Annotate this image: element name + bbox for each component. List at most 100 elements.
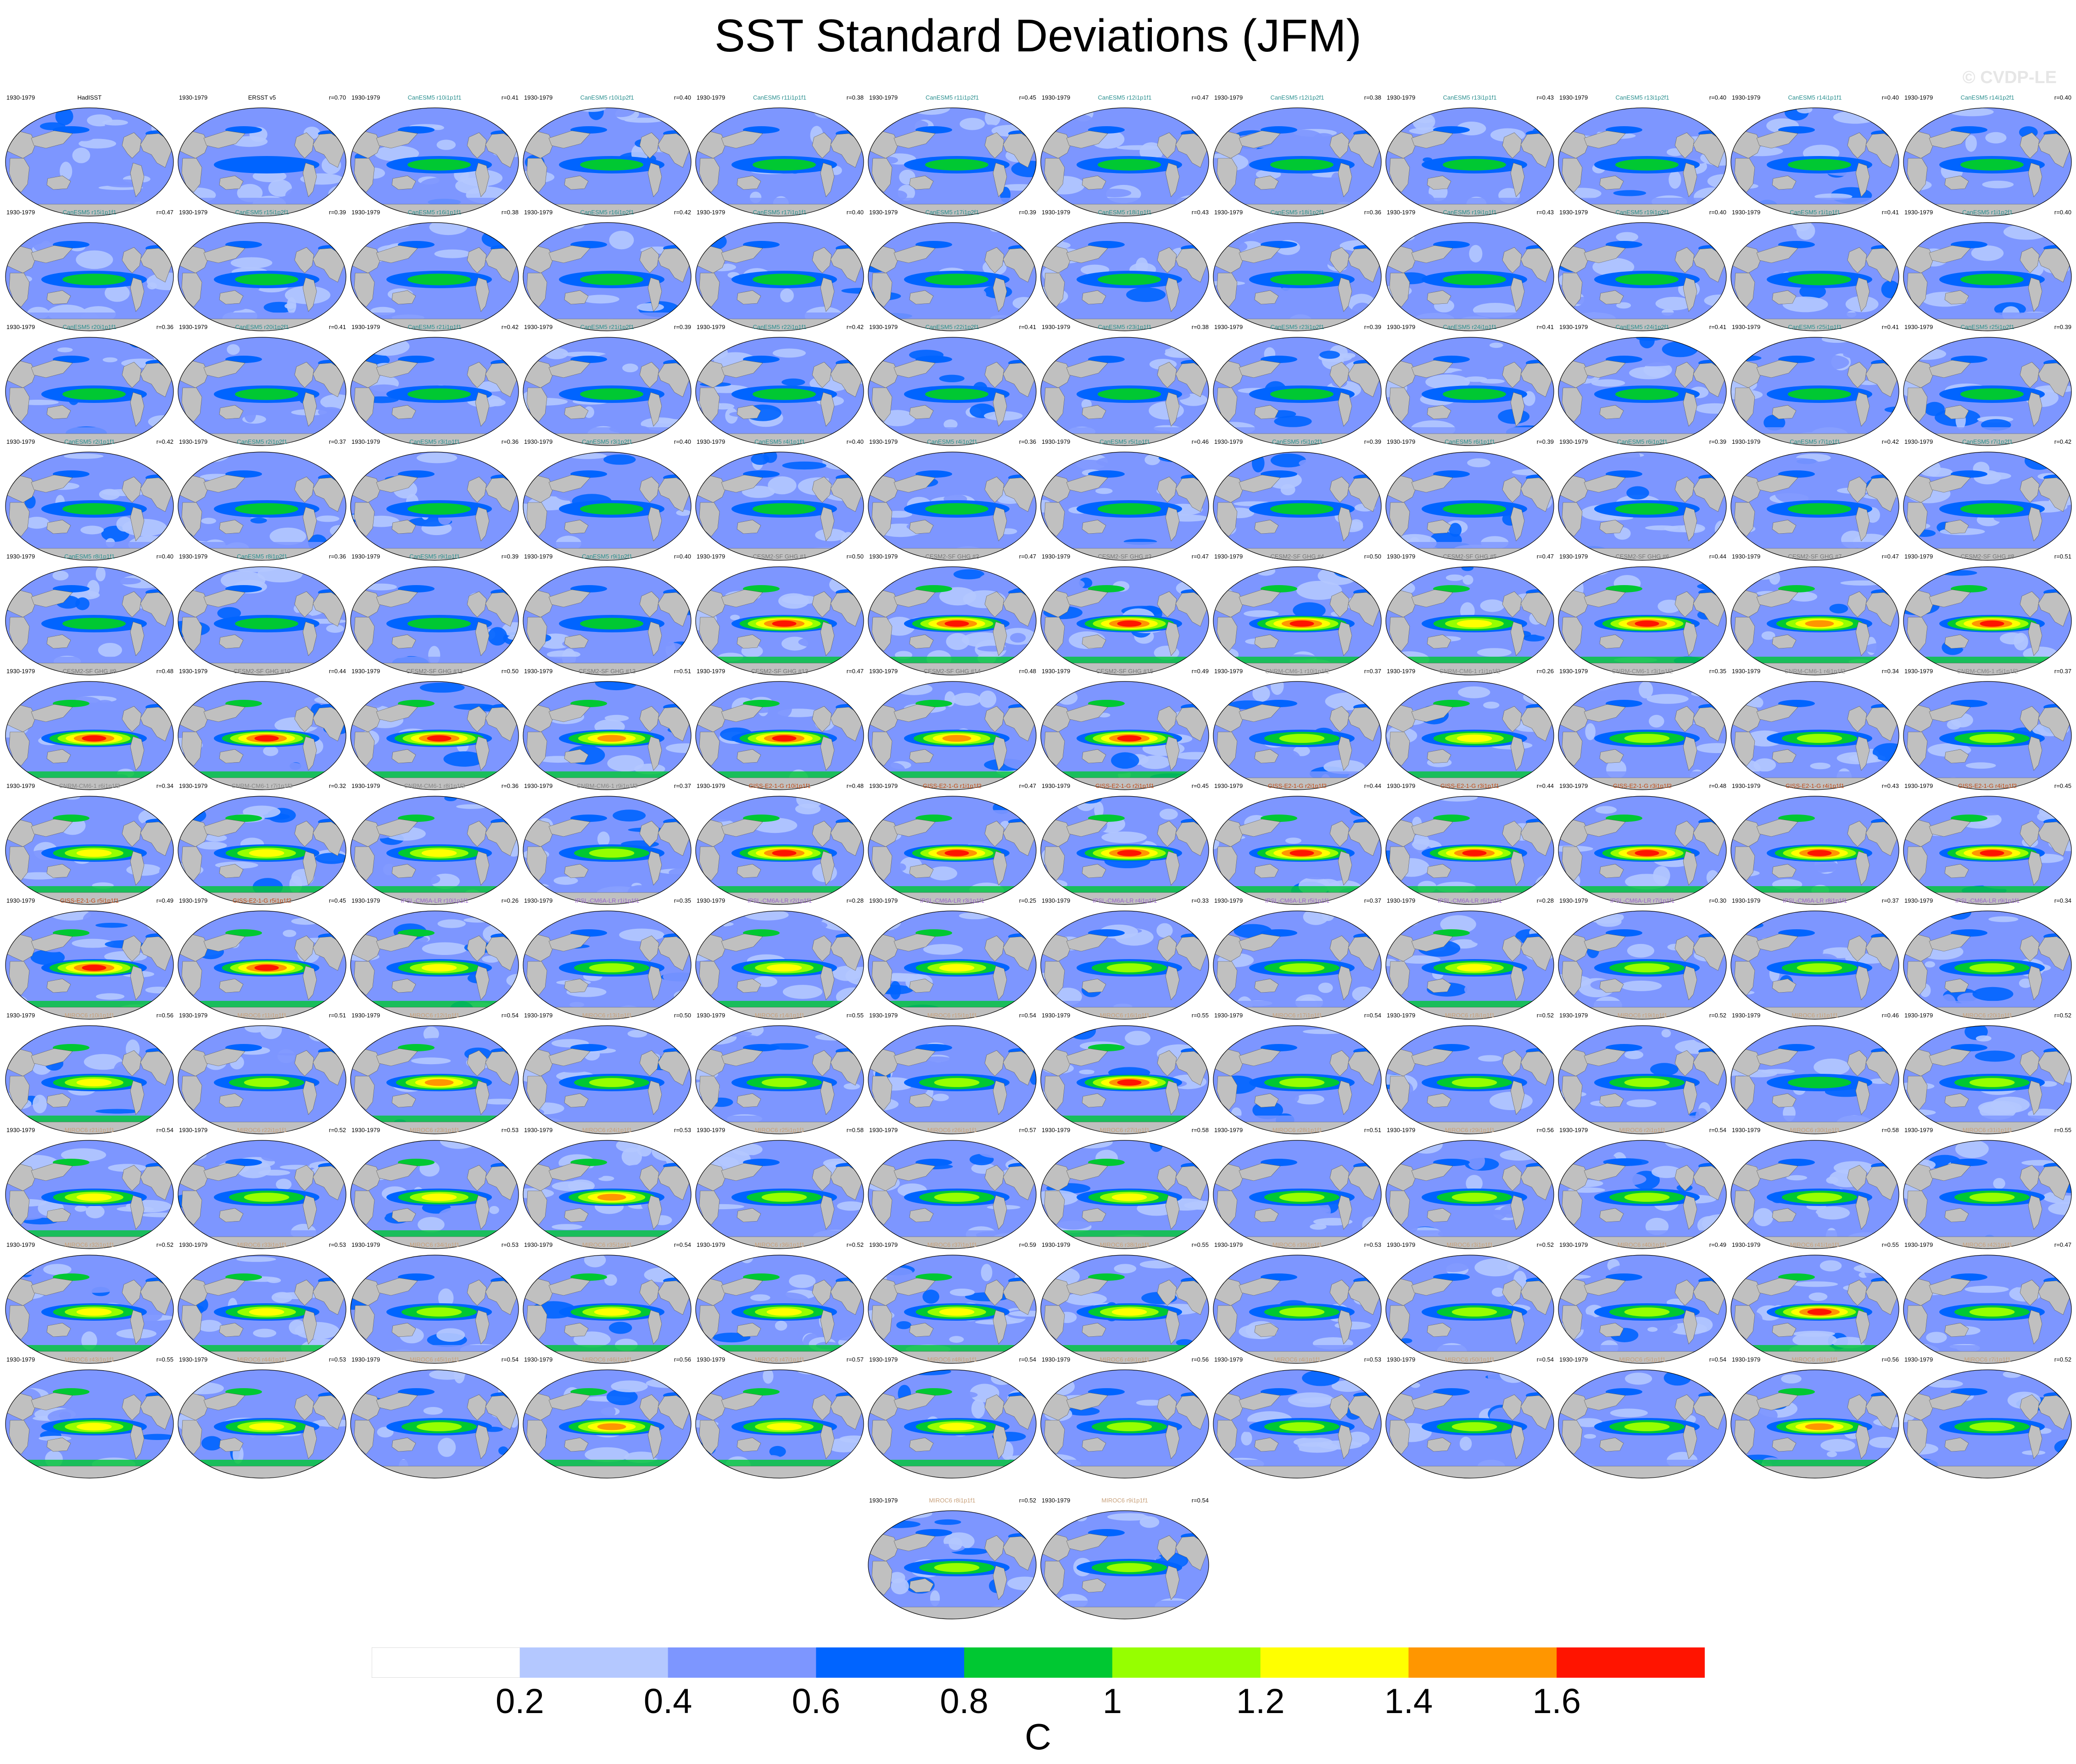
land-mass bbox=[1734, 273, 1755, 307]
map-outline bbox=[1558, 222, 1727, 331]
panel-title: CanESM5 r1i1p2f1 bbox=[1962, 209, 2013, 216]
sst-variability-patch bbox=[178, 1149, 207, 1161]
panel-period-label: 1930-1979 bbox=[1214, 94, 1243, 101]
land-mass bbox=[314, 569, 328, 578]
sst-variability-patch bbox=[895, 683, 933, 695]
panel-pattern-correlation: r=0.37 bbox=[329, 438, 346, 445]
sst-variability-patch bbox=[965, 131, 988, 145]
land-mass bbox=[1254, 519, 1279, 534]
land-mass bbox=[294, 132, 314, 159]
map-panel: 1930-1979 CanESM5 r18i1p2f1 r=0.36 bbox=[1211, 209, 1383, 333]
land-mass bbox=[1338, 392, 1352, 427]
sst-variability-patch bbox=[270, 340, 293, 349]
enso-variability-band bbox=[249, 849, 285, 857]
panel-pattern-correlation: r=0.42 bbox=[501, 324, 519, 330]
sst-variability-patch bbox=[456, 804, 487, 809]
sst-variability-patch bbox=[201, 518, 216, 524]
panel-period-label: 1930-1979 bbox=[869, 438, 898, 445]
enso-variability-band bbox=[1270, 159, 1334, 171]
southern-ocean-band bbox=[178, 427, 346, 435]
land-mass bbox=[1944, 175, 1969, 190]
land-mass bbox=[647, 277, 662, 312]
map-panel: 1930-1979 MIROC6 r11i1p1f1 r=0.51 bbox=[176, 1012, 348, 1136]
sst-variability-patch bbox=[985, 109, 1000, 127]
sst-variability-patch bbox=[1640, 935, 1658, 943]
panel-period-label: 1930-1979 bbox=[1904, 324, 1933, 330]
enso-variability-band bbox=[925, 503, 988, 515]
sst-variability-patch bbox=[586, 948, 631, 958]
sst-variability-patch bbox=[1293, 596, 1304, 602]
sst-variability-patch bbox=[1397, 915, 1419, 927]
sst-variability-patch bbox=[1836, 836, 1850, 846]
land-mass bbox=[1348, 363, 1381, 397]
enso-variability-band bbox=[235, 503, 298, 515]
land-mass bbox=[1157, 362, 1177, 388]
land-mass bbox=[564, 405, 589, 419]
map-panel: 1930-1979 GISS-E2-1-G r2i1p1f2 r=0.44 bbox=[1211, 782, 1383, 906]
sst-variability-patch bbox=[1774, 458, 1819, 469]
land-mass bbox=[1005, 683, 1018, 692]
sst-variability-patch bbox=[1626, 1099, 1657, 1107]
land-mass bbox=[1756, 130, 1798, 149]
sst-variability-patch bbox=[1796, 223, 1815, 240]
sst-variability-patch bbox=[419, 682, 465, 693]
sst-variability-patch bbox=[2050, 658, 2061, 669]
land-mass bbox=[376, 130, 418, 149]
panel-map-svg bbox=[1558, 1025, 1727, 1134]
sst-variability-patch bbox=[1982, 180, 2014, 189]
panel-map-svg bbox=[868, 452, 1037, 561]
panel-map-svg bbox=[868, 337, 1037, 446]
sst-variability-patch bbox=[178, 240, 192, 248]
map-panel: 1930-1979 CESM2-SF GHG #11 r=0.50 bbox=[349, 668, 520, 792]
panel-map-svg bbox=[1903, 681, 2072, 790]
land-mass bbox=[314, 110, 328, 119]
map-outline bbox=[5, 107, 174, 217]
land-mass bbox=[1502, 132, 1522, 159]
sst-variability-patch bbox=[1461, 567, 1474, 571]
map-outline bbox=[868, 107, 1037, 217]
land-mass bbox=[832, 683, 846, 692]
land-mass bbox=[314, 913, 328, 922]
land-mass bbox=[1599, 405, 1624, 419]
land-mass bbox=[1217, 502, 1238, 537]
enso-variability-band bbox=[925, 159, 988, 171]
sst-variability-patch bbox=[98, 643, 122, 658]
land-mass bbox=[1005, 454, 1018, 463]
sst-variability-patch bbox=[1345, 777, 1381, 782]
map-panel: 1930-1979 MIROC6 r18i1p1f1 r=0.52 bbox=[1384, 1012, 1556, 1136]
land-mass bbox=[1683, 277, 1697, 312]
panel-map-svg bbox=[695, 107, 864, 217]
sst-variability-patch bbox=[1462, 289, 1492, 307]
map-outline bbox=[5, 222, 174, 331]
sst-variability-patch bbox=[332, 1153, 345, 1162]
sst-variability-patch bbox=[593, 134, 611, 149]
sst-variability-patch bbox=[352, 911, 386, 917]
sst-variability-patch bbox=[1280, 484, 1295, 496]
sst-variability-patch bbox=[1697, 583, 1726, 590]
sst-variability-patch bbox=[1126, 363, 1155, 371]
enso-variability-band bbox=[1805, 620, 1834, 627]
sst-variability-patch bbox=[1682, 452, 1709, 458]
sst-variability-patch bbox=[1356, 681, 1381, 691]
sst-variability-patch bbox=[2014, 632, 2028, 651]
land-mass bbox=[659, 224, 673, 234]
land-mass bbox=[1693, 248, 1726, 283]
map-panel: 1930-1979 GISS-E2-1-G r3i1p1f2 r=0.48 bbox=[1557, 782, 1728, 906]
sst-variability-patch bbox=[76, 250, 113, 269]
land-mass bbox=[302, 162, 317, 197]
enso-variability-band bbox=[589, 963, 635, 972]
panel-pattern-correlation: r=0.41 bbox=[329, 324, 346, 330]
sst-variability-patch bbox=[1302, 872, 1333, 880]
land-mass bbox=[1254, 175, 1279, 190]
enso-variability-band bbox=[1117, 735, 1142, 742]
map-panel: 1930-1979 HadISST bbox=[4, 94, 175, 218]
panel-map-svg bbox=[695, 910, 864, 1020]
panel-map-svg bbox=[1213, 910, 1382, 1020]
enso-variability-band bbox=[407, 159, 471, 171]
panel-map-svg bbox=[350, 566, 519, 675]
map-panel: 1930-1979 CESM2-SF GHG #1 r=0.50 bbox=[694, 553, 865, 677]
land-mass bbox=[376, 245, 418, 263]
panel-map-svg bbox=[350, 452, 519, 561]
sst-variability-patch bbox=[1387, 232, 1415, 242]
sst-variability-patch bbox=[78, 139, 117, 149]
